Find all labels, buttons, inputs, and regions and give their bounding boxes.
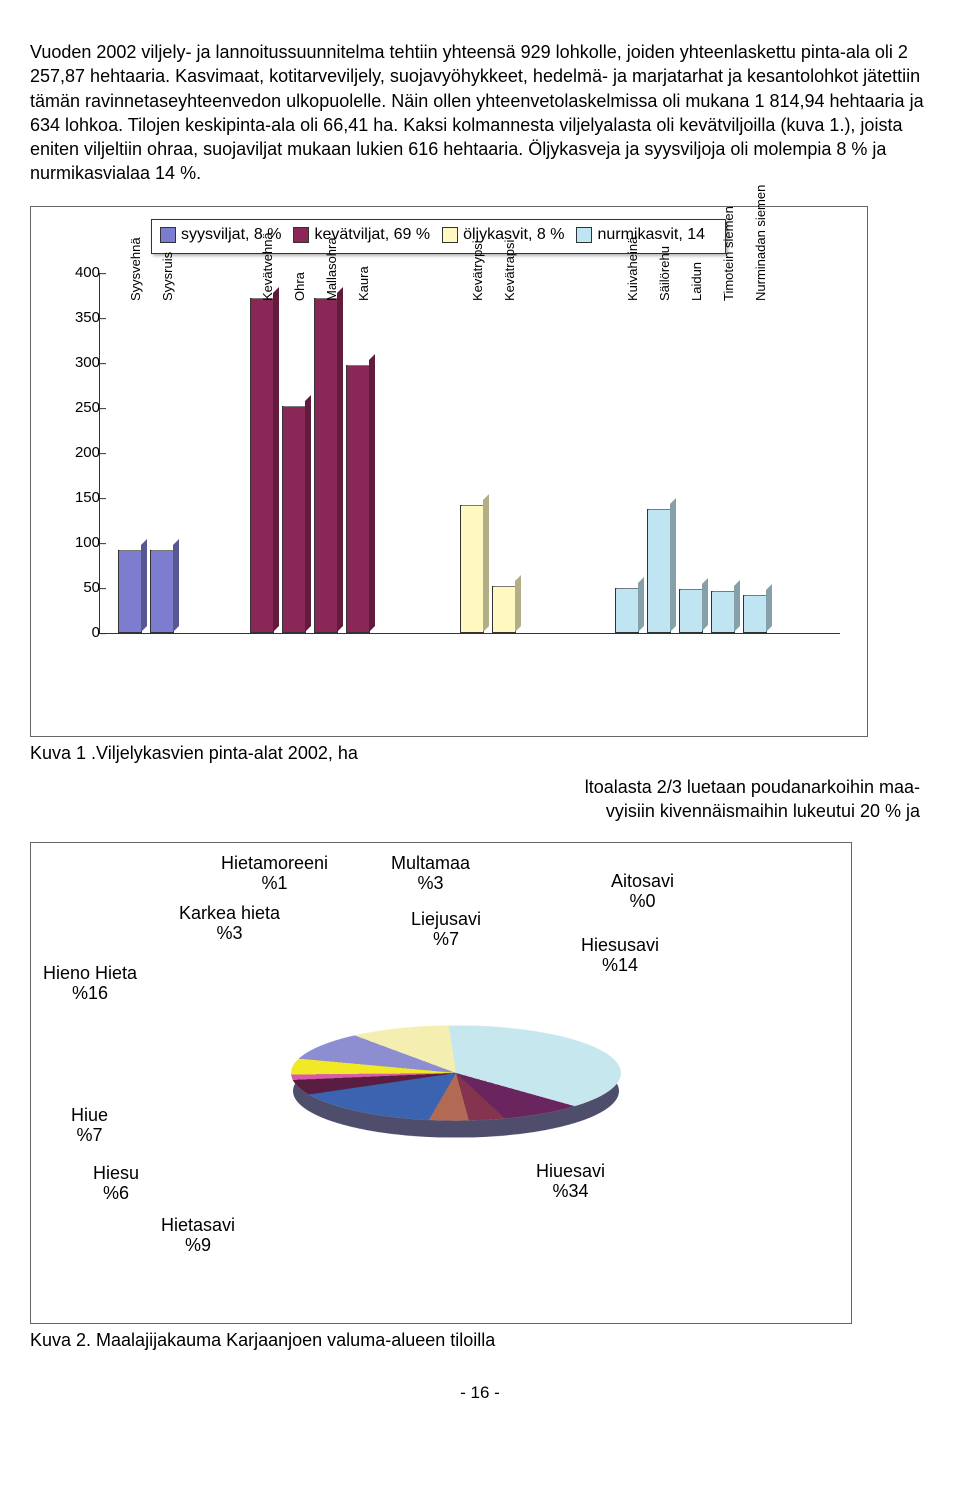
y-tick: 150 xyxy=(54,488,100,508)
y-tick: 250 xyxy=(54,398,100,418)
legend-item: kevätviljat, 69 % xyxy=(293,224,430,246)
x-label: Kevätrypsi xyxy=(469,240,487,301)
x-label: Laidun xyxy=(688,262,706,301)
pie-label: Hietamoreeni%1 xyxy=(221,853,328,894)
bar-chart-plot: 050100150200250300350400 xyxy=(99,273,840,634)
pie-label: Hiuesavi%34 xyxy=(536,1161,605,1202)
pie-label: Hiesu%6 xyxy=(93,1163,139,1204)
clipped-text-fragment: ltoalasta 2/3 luetaan poudanarkoihin maa… xyxy=(30,775,930,824)
pie-label: Hietasavi%9 xyxy=(161,1215,235,1256)
bar xyxy=(492,586,516,633)
page-footer: - 16 - xyxy=(30,1382,930,1405)
pie-label: Hiesusavi%14 xyxy=(581,935,659,976)
bar xyxy=(743,595,767,633)
bar xyxy=(679,589,703,632)
bar xyxy=(647,509,671,633)
bar xyxy=(615,588,639,633)
bar xyxy=(711,591,735,633)
x-label: Nurminadan siemen xyxy=(752,184,770,300)
fragment-line: vyisiin kivennäismaihin lukeutui 20 % ja xyxy=(30,799,920,823)
pie-label: Liejusavi%7 xyxy=(411,909,481,950)
pie-label: Hieno Hieta%16 xyxy=(43,963,137,1004)
x-label: Timotein siemen xyxy=(720,206,738,301)
x-label: Ohra xyxy=(291,272,309,301)
intro-paragraph: Vuoden 2002 viljely- ja lannoitussuunnit… xyxy=(30,40,930,186)
x-label: Syysvehnä xyxy=(127,237,145,301)
bar xyxy=(118,550,142,633)
x-label: Säilörehu xyxy=(656,246,674,301)
bar xyxy=(250,298,274,633)
pie-chart-caption: Kuva 2. Maalajijakauma Karjaanjoen valum… xyxy=(30,1328,930,1352)
pie-chart: Hietamoreeni%1 Multamaa%3 Aitosavi%0 Karkea… xyxy=(30,842,852,1324)
x-label: Syysruis xyxy=(159,252,177,301)
y-tick: 50 xyxy=(54,578,100,598)
pie-label: Multamaa%3 xyxy=(391,853,470,894)
y-tick: 300 xyxy=(54,353,100,373)
x-label: Kevätvehnä xyxy=(259,232,277,301)
bar-chart-x-labels: SyysvehnäSyysruisKevätvehnäOhraMallasohr… xyxy=(99,634,839,724)
bar xyxy=(150,550,174,633)
pie-label: Hiue%7 xyxy=(71,1105,108,1146)
bar-chart-caption: Kuva 1 .Viljelykasvien pinta-alat 2002, … xyxy=(30,741,930,765)
x-label: Kuivaheinä xyxy=(624,236,642,300)
y-tick: 400 xyxy=(54,263,100,283)
y-tick: 200 xyxy=(54,443,100,463)
x-label: Mallasohra xyxy=(323,237,341,301)
bar xyxy=(282,406,306,633)
y-tick: 100 xyxy=(54,533,100,553)
x-label: Kevätrapsi xyxy=(501,239,519,300)
bar xyxy=(346,365,370,633)
bar xyxy=(314,298,338,633)
y-tick: 0 xyxy=(54,623,100,643)
x-label: Kaura xyxy=(355,266,373,301)
fragment-line: ltoalasta 2/3 luetaan poudanarkoihin maa… xyxy=(30,775,920,799)
pie-chart-disk xyxy=(291,1025,621,1120)
bar xyxy=(460,505,484,633)
y-tick: 350 xyxy=(54,308,100,328)
pie-label: Aitosavi%0 xyxy=(611,871,674,912)
pie-label: Karkea hieta%3 xyxy=(179,903,280,944)
bar-chart: syysviljat, 8 %kevätviljat, 69 %öljykasv… xyxy=(30,206,868,737)
